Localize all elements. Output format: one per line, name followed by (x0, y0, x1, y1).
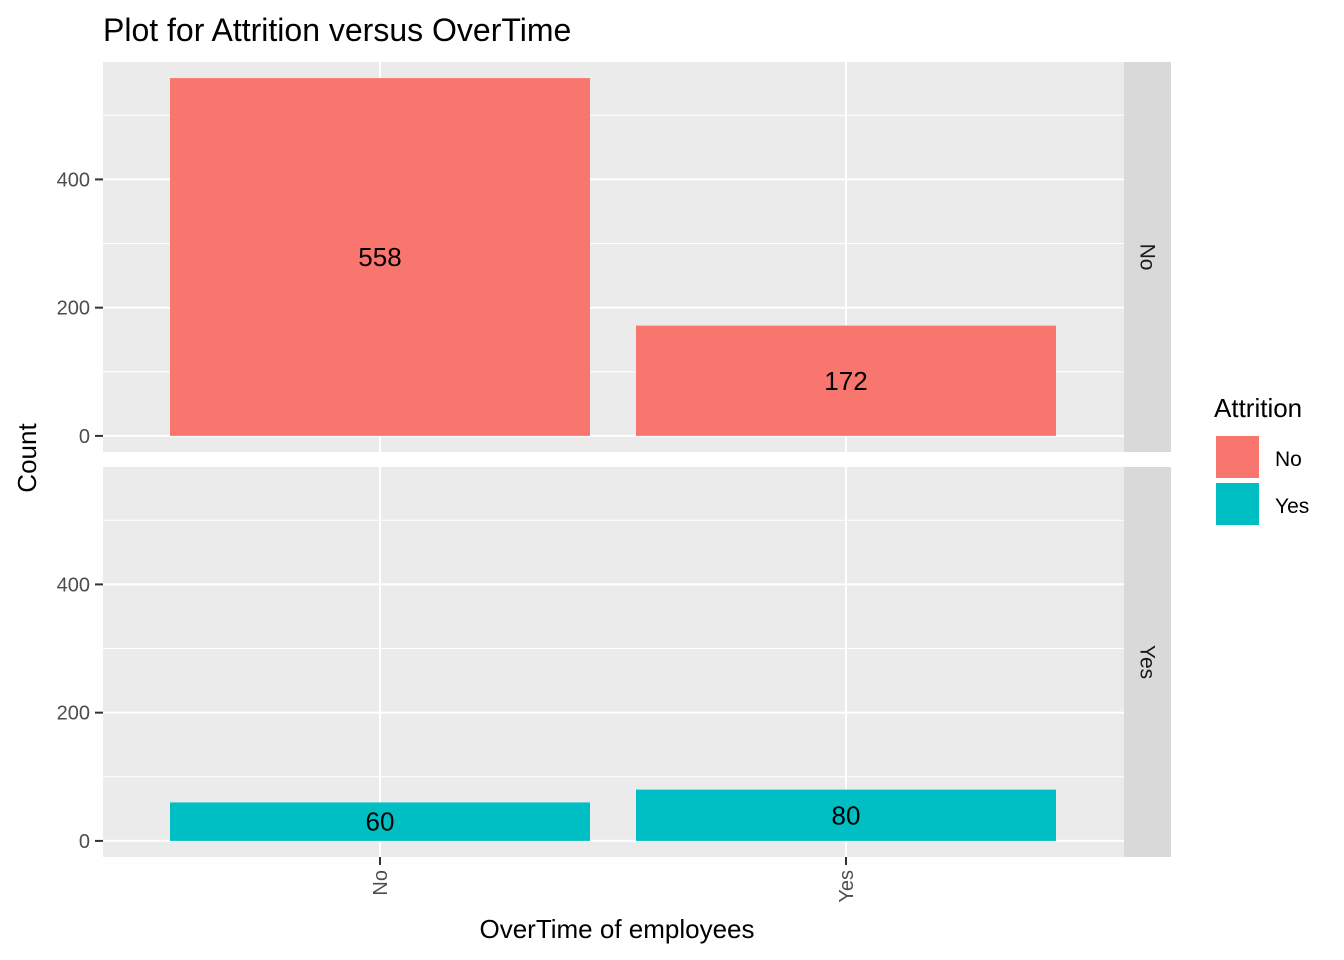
y-tick-label: 200 (57, 703, 90, 725)
chart-title: Plot for Attrition versus OverTime (103, 12, 571, 48)
facet-panel-no: 0 200 400 558 172 No (57, 62, 1171, 452)
y-tick-label: 200 (57, 298, 90, 320)
bar-no-yes (636, 325, 1056, 436)
x-tick-label-yes: Yes (836, 870, 858, 903)
y-tick-label: 400 (57, 574, 90, 596)
data-label-yes-no: 60 (366, 807, 395, 837)
legend-title: Attrition (1214, 393, 1302, 423)
bar-yes-no (170, 802, 590, 841)
y-axis-label: Count (12, 423, 42, 493)
legend: Attrition No Yes (1214, 393, 1309, 525)
data-label-yes-yes: 80 (832, 800, 861, 830)
legend-key-no (1216, 436, 1259, 478)
y-tick-label: 0 (79, 426, 90, 448)
legend-label-no: No (1275, 448, 1302, 471)
legend-label-yes: Yes (1275, 495, 1309, 518)
facet-strip-label-no: No (1136, 244, 1159, 271)
panels-layer: 0 200 400 558 172 No 0 200 400 60 80 Yes (57, 62, 1171, 857)
bar-yes-yes (636, 789, 1056, 841)
facet-strip (1124, 62, 1171, 452)
legend-key-yes (1216, 483, 1259, 525)
bar-no-no (170, 78, 590, 436)
data-label-no-no: 558 (358, 242, 401, 272)
x-tick-label-no: No (370, 870, 392, 896)
data-label-no-yes: 172 (824, 366, 867, 396)
x-axis: No Yes (370, 857, 858, 903)
facet-strip (1124, 467, 1171, 857)
facet-panel-yes: 0 200 400 60 80 Yes (57, 467, 1171, 857)
y-tick-label: 400 (57, 169, 90, 191)
y-tick-label: 0 (79, 831, 90, 853)
x-axis-label: OverTime of employees (479, 914, 754, 944)
facet-strip-label-yes: Yes (1136, 645, 1159, 679)
